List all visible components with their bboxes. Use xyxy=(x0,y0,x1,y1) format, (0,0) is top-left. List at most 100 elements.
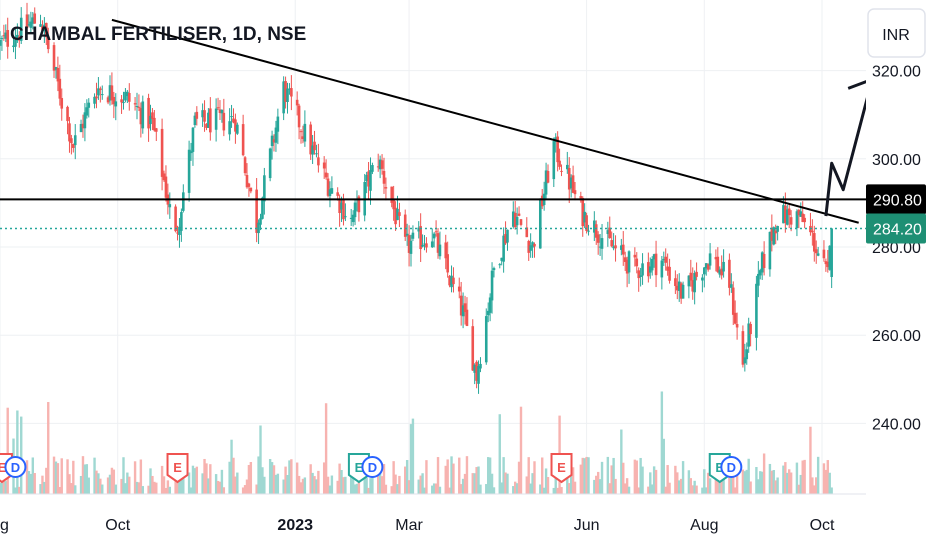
volume-bar xyxy=(193,468,197,494)
candle-body xyxy=(513,212,517,228)
volume-bar xyxy=(755,466,758,494)
candle-body xyxy=(282,81,285,114)
candle-body xyxy=(72,143,75,148)
drawings xyxy=(0,18,881,230)
time-axis-ticks: ug Oct 2023 Mar Jun Aug Oct xyxy=(0,517,835,534)
candle-body xyxy=(112,96,116,105)
candle-body xyxy=(52,45,56,71)
candle-body xyxy=(12,45,15,48)
trendline xyxy=(111,18,859,224)
candle-body xyxy=(826,261,830,268)
volume-bar xyxy=(87,477,90,494)
candle-body xyxy=(392,198,395,210)
volume-bar xyxy=(720,475,723,494)
grid-lines xyxy=(0,0,866,494)
candle-body xyxy=(648,266,652,273)
x-tick-label: Oct xyxy=(105,517,130,534)
candle-body xyxy=(812,233,816,252)
candle-body xyxy=(471,326,475,371)
volume-bar xyxy=(450,456,453,494)
volume-bar xyxy=(390,486,393,494)
candle-body xyxy=(716,256,720,273)
candle-body xyxy=(662,258,666,261)
volume-bar xyxy=(405,460,409,494)
candle-body xyxy=(430,241,434,248)
candle-body xyxy=(182,192,185,211)
currency-box[interactable] xyxy=(867,8,926,58)
volume-bar xyxy=(328,485,332,494)
volume-bar xyxy=(205,463,208,494)
candle-body xyxy=(722,261,725,272)
volume-bar xyxy=(446,459,449,494)
dividend-marker xyxy=(720,456,743,478)
candle-body xyxy=(623,257,627,262)
candle-body xyxy=(85,107,89,116)
candle-body xyxy=(785,209,789,225)
resistance-price-tag xyxy=(866,184,926,215)
volume-bar xyxy=(232,457,235,494)
volume-bar xyxy=(147,485,150,494)
volume-bar xyxy=(409,424,413,494)
volume-bar xyxy=(290,459,293,494)
candle-body xyxy=(664,256,668,263)
volume-bar xyxy=(363,473,366,494)
candle-body xyxy=(417,227,421,232)
candle-body xyxy=(382,170,386,184)
candle-body xyxy=(639,275,642,277)
volume-bar xyxy=(241,487,245,494)
volume-bar xyxy=(108,474,112,494)
volume-bar xyxy=(587,457,590,494)
candle-body xyxy=(324,172,328,178)
candle-body xyxy=(579,196,583,201)
volume-bar xyxy=(730,467,733,494)
earnings-marker xyxy=(166,453,189,484)
candle-body xyxy=(403,214,407,237)
candle-body xyxy=(787,208,791,216)
volume-bar xyxy=(114,484,117,494)
candle-body xyxy=(789,217,793,225)
candle-body xyxy=(749,323,752,335)
y-tick-label: 300.00 xyxy=(872,152,921,169)
volume-bar xyxy=(70,483,73,494)
candle-body xyxy=(187,149,191,193)
candle-body xyxy=(473,364,476,373)
candle-body xyxy=(317,157,320,166)
candle-body xyxy=(133,103,137,105)
candle-body xyxy=(338,199,341,214)
volume-bar xyxy=(515,483,519,494)
volume-bar xyxy=(479,484,482,494)
candle-body xyxy=(311,145,314,155)
volume-bar xyxy=(571,467,575,494)
volume-bar xyxy=(101,484,104,494)
volume-bar xyxy=(326,476,330,494)
candle-body xyxy=(29,21,33,28)
volume-bar xyxy=(774,480,777,494)
volume-bar xyxy=(396,484,399,494)
event-marker-label: E xyxy=(0,460,7,475)
volume-bar xyxy=(541,457,544,494)
volume-bar xyxy=(384,484,388,494)
candle-body xyxy=(139,108,143,125)
candle-body xyxy=(772,227,776,245)
volume-bar xyxy=(315,479,318,494)
volume-bar xyxy=(544,468,548,494)
candle-body xyxy=(384,187,388,189)
volume-bar xyxy=(813,485,816,494)
candle-body xyxy=(760,252,764,273)
candle-body xyxy=(93,96,96,104)
candle-body xyxy=(515,216,519,226)
candle-body xyxy=(270,135,274,147)
candle-body xyxy=(803,217,806,223)
candle-body xyxy=(351,214,355,223)
candle-body xyxy=(830,228,833,277)
volume-bar xyxy=(782,465,785,494)
volume-bar xyxy=(336,480,339,494)
volume-bar xyxy=(606,456,610,494)
candle-body xyxy=(222,112,226,131)
candle-body xyxy=(706,264,710,270)
volume-bar xyxy=(365,477,368,494)
candle-body xyxy=(357,196,361,213)
volume-bar xyxy=(664,486,667,494)
y-tick-label: 260.00 xyxy=(872,328,921,345)
